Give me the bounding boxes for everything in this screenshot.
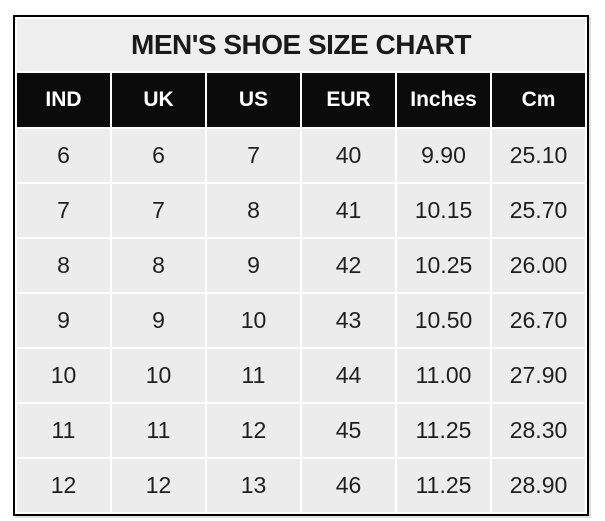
table-cell: 45 bbox=[302, 404, 395, 457]
table-cell: 7 bbox=[112, 184, 205, 237]
table-cell: 11 bbox=[17, 404, 110, 457]
table-cell: 12 bbox=[207, 404, 300, 457]
col-header-cm: Cm bbox=[492, 73, 585, 127]
table-cell: 13 bbox=[207, 459, 300, 512]
col-header-uk: UK bbox=[112, 73, 205, 127]
table-cell: 8 bbox=[17, 239, 110, 292]
table-cell: 25.70 bbox=[492, 184, 585, 237]
table-cell: 12 bbox=[17, 459, 110, 512]
table-cell: 6 bbox=[112, 129, 205, 182]
title-row: MEN'S SHOE SIZE CHART bbox=[17, 19, 585, 71]
table-cell: 25.10 bbox=[492, 129, 585, 182]
table-row: 11 11 12 45 11.25 28.30 bbox=[17, 404, 585, 457]
table-row: 8 8 9 42 10.25 26.00 bbox=[17, 239, 585, 292]
header-row: IND UK US EUR Inches Cm bbox=[17, 73, 585, 127]
table-row: 10 10 11 44 11.00 27.90 bbox=[17, 349, 585, 402]
table-cell: 10.25 bbox=[397, 239, 490, 292]
col-header-inches: Inches bbox=[397, 73, 490, 127]
table-cell: 8 bbox=[207, 184, 300, 237]
table-cell: 10 bbox=[17, 349, 110, 402]
table-cell: 10 bbox=[207, 294, 300, 347]
table-row: 7 7 8 41 10.15 25.70 bbox=[17, 184, 585, 237]
table-row: 6 6 7 40 9.90 25.10 bbox=[17, 129, 585, 182]
table-cell: 7 bbox=[207, 129, 300, 182]
table-cell: 10.15 bbox=[397, 184, 490, 237]
table-cell: 11 bbox=[112, 404, 205, 457]
table-cell: 28.90 bbox=[492, 459, 585, 512]
table-cell: 8 bbox=[112, 239, 205, 292]
col-header-eur: EUR bbox=[302, 73, 395, 127]
table-cell: 44 bbox=[302, 349, 395, 402]
table-row: 12 12 13 46 11.25 28.90 bbox=[17, 459, 585, 512]
col-header-ind: IND bbox=[17, 73, 110, 127]
table-cell: 27.90 bbox=[492, 349, 585, 402]
table-cell: 12 bbox=[112, 459, 205, 512]
table-cell: 11 bbox=[207, 349, 300, 402]
table-cell: 11.00 bbox=[397, 349, 490, 402]
table-cell: 10.50 bbox=[397, 294, 490, 347]
table-cell: 9.90 bbox=[397, 129, 490, 182]
table-cell: 26.70 bbox=[492, 294, 585, 347]
table-cell: 42 bbox=[302, 239, 395, 292]
table-row: 9 9 10 43 10.50 26.70 bbox=[17, 294, 585, 347]
table-cell: 40 bbox=[302, 129, 395, 182]
table-cell: 9 bbox=[17, 294, 110, 347]
table-cell: 11.25 bbox=[397, 459, 490, 512]
table-cell: 46 bbox=[302, 459, 395, 512]
page-title: MEN'S SHOE SIZE CHART bbox=[17, 19, 585, 71]
col-header-us: US bbox=[207, 73, 300, 127]
size-table: MEN'S SHOE SIZE CHART IND UK US EUR Inch… bbox=[13, 15, 589, 516]
table-cell: 28.30 bbox=[492, 404, 585, 457]
table-cell: 41 bbox=[302, 184, 395, 237]
table-cell: 6 bbox=[17, 129, 110, 182]
table-cell: 10 bbox=[112, 349, 205, 402]
table-cell: 11.25 bbox=[397, 404, 490, 457]
table-cell: 26.00 bbox=[492, 239, 585, 292]
table-cell: 43 bbox=[302, 294, 395, 347]
shoe-size-chart: MEN'S SHOE SIZE CHART IND UK US EUR Inch… bbox=[13, 15, 589, 516]
table-cell: 9 bbox=[207, 239, 300, 292]
table-cell: 9 bbox=[112, 294, 205, 347]
table-cell: 7 bbox=[17, 184, 110, 237]
